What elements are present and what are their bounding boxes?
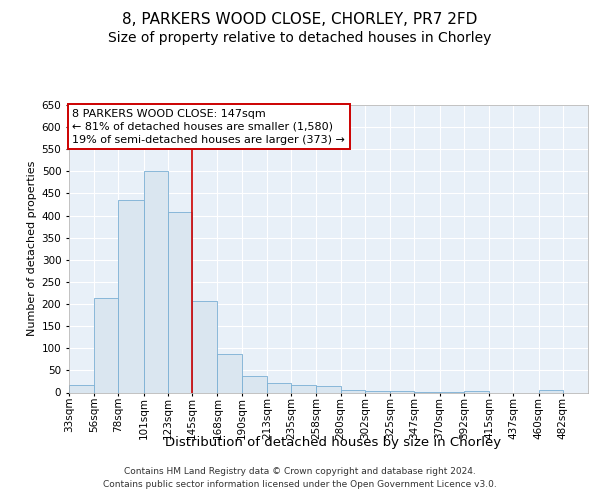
Text: Distribution of detached houses by size in Chorley: Distribution of detached houses by size … <box>165 436 501 449</box>
Text: 8 PARKERS WOOD CLOSE: 147sqm
← 81% of detached houses are smaller (1,580)
19% of: 8 PARKERS WOOD CLOSE: 147sqm ← 81% of de… <box>72 108 345 145</box>
Bar <box>341 390 365 392</box>
Bar <box>144 172 168 392</box>
Bar <box>69 384 94 392</box>
Bar <box>390 391 414 392</box>
Text: Contains HM Land Registry data © Crown copyright and database right 2024.: Contains HM Land Registry data © Crown c… <box>124 467 476 476</box>
Bar <box>168 212 192 392</box>
Bar <box>539 390 563 392</box>
Text: 8, PARKERS WOOD CLOSE, CHORLEY, PR7 2FD: 8, PARKERS WOOD CLOSE, CHORLEY, PR7 2FD <box>122 12 478 28</box>
Text: Contains public sector information licensed under the Open Government Licence v3: Contains public sector information licen… <box>103 480 497 489</box>
Bar <box>291 385 316 392</box>
Bar <box>118 200 144 392</box>
Bar <box>267 383 291 392</box>
Bar <box>316 386 341 392</box>
Bar <box>464 390 489 392</box>
Bar <box>192 301 217 392</box>
Bar <box>94 298 118 392</box>
Text: Size of property relative to detached houses in Chorley: Size of property relative to detached ho… <box>109 31 491 45</box>
Bar <box>365 390 390 392</box>
Y-axis label: Number of detached properties: Number of detached properties <box>28 161 37 336</box>
Bar <box>242 376 267 392</box>
Bar <box>217 354 242 393</box>
